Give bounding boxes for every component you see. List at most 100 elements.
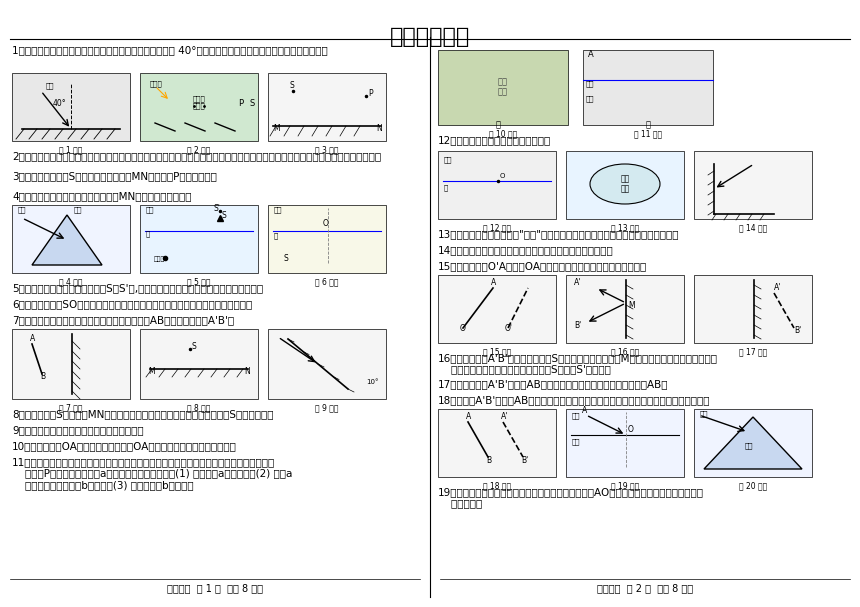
- Text: 15．如图所示，O'A是物体OA在平面镜中的像，画出平面镜的位置。: 15．如图所示，O'A是物体OA在平面镜中的像，画出平面镜的位置。: [438, 261, 648, 271]
- FancyBboxPatch shape: [566, 151, 684, 219]
- Text: B: B: [40, 372, 45, 381]
- Text: B': B': [794, 326, 802, 335]
- Text: 甲: 甲: [495, 120, 501, 129]
- Text: 空气: 空气: [146, 206, 155, 212]
- Text: 5．潜水员在水下看到岸边的小鸟S在S'处,请作出潜水者在水下看到水上小鸟的光路图。: 5．潜水员在水下看到岸边的小鸟S在S'处,请作出潜水者在水下看到水上小鸟的光路图…: [12, 283, 263, 293]
- Text: O: O: [628, 425, 634, 434]
- Text: 第 7 题图: 第 7 题图: [59, 403, 83, 412]
- Text: 空气: 空气: [586, 80, 594, 87]
- Text: S: S: [250, 99, 255, 108]
- FancyBboxPatch shape: [12, 205, 130, 273]
- FancyBboxPatch shape: [438, 151, 556, 219]
- Text: 第 9 题图: 第 9 题图: [316, 403, 339, 412]
- Text: 第 10 题图: 第 10 题图: [488, 129, 517, 138]
- Text: 12．在图中画出射射光线的大致位置。: 12．在图中画出射射光线的大致位置。: [438, 135, 551, 145]
- Text: 第 2 题图: 第 2 题图: [187, 145, 211, 154]
- Text: 第 13 题图: 第 13 题图: [611, 223, 639, 232]
- Text: 玻璃: 玻璃: [745, 442, 753, 449]
- Text: 9．请在图中完成射光光路图，并标出反射角。: 9．请在图中完成射光光路图，并标出反射角。: [12, 425, 144, 435]
- Text: A': A': [501, 412, 508, 421]
- Text: 19．如图所示，光从空气斜射入玻璃中，画出入射光线AO对应的折射光线和在玻璃中的大致
    折射光线。: 19．如图所示，光从空气斜射入玻璃中，画出入射光线AO对应的折射光线和在玻璃中的…: [438, 487, 704, 509]
- Text: 水: 水: [146, 230, 150, 237]
- Text: A: A: [491, 278, 496, 287]
- Text: 太阳能
热电站: 太阳能 热电站: [193, 95, 206, 109]
- Text: 空气: 空气: [572, 412, 580, 419]
- FancyBboxPatch shape: [583, 50, 713, 125]
- Text: 第 12 题图: 第 12 题图: [483, 223, 511, 232]
- Text: 水碗
筷子: 水碗 筷子: [620, 174, 630, 194]
- Text: M: M: [273, 124, 280, 133]
- Text: 第 16 题图: 第 16 题图: [611, 347, 639, 356]
- Text: S': S': [214, 204, 221, 213]
- Text: 第 5 题图: 第 5 题图: [187, 277, 211, 286]
- Text: O: O: [460, 324, 466, 333]
- Text: 空气: 空气: [18, 206, 27, 212]
- Text: 潜水者: 潜水者: [154, 256, 165, 262]
- FancyBboxPatch shape: [438, 50, 568, 125]
- Text: M: M: [148, 367, 155, 376]
- Text: 第 11 题图: 第 11 题图: [634, 129, 662, 138]
- Text: M: M: [628, 301, 635, 310]
- FancyBboxPatch shape: [140, 329, 258, 399]
- Text: N: N: [376, 124, 382, 133]
- Text: 光学作图专题: 光学作图专题: [390, 27, 470, 47]
- Text: 水: 水: [444, 184, 448, 191]
- Polygon shape: [32, 215, 102, 265]
- Text: 空气: 空气: [274, 206, 282, 212]
- Text: 吸热塔: 吸热塔: [150, 80, 163, 87]
- Text: 第 6 题图: 第 6 题图: [316, 277, 339, 286]
- Text: 第 3 题图: 第 3 题图: [316, 145, 339, 154]
- FancyBboxPatch shape: [694, 151, 812, 219]
- Text: 水面: 水面: [586, 95, 594, 101]
- FancyBboxPatch shape: [12, 329, 130, 399]
- Text: A: A: [466, 412, 471, 421]
- Text: 6．如图，一束光SO从水中射向空气，请画出它的折射光线和反射光线的大致方向。: 6．如图，一束光SO从水中射向空气，请画出它的折射光线和反射光线的大致方向。: [12, 299, 252, 309]
- Text: B': B': [521, 456, 528, 465]
- Text: O': O': [505, 324, 513, 333]
- FancyBboxPatch shape: [268, 205, 386, 273]
- Text: P: P: [238, 99, 243, 108]
- Text: 光学作图  第 1 页  （共 8 页）: 光学作图 第 1 页 （共 8 页）: [167, 583, 263, 593]
- Text: S: S: [290, 81, 295, 90]
- Text: 光线: 光线: [46, 83, 54, 89]
- Text: 乙: 乙: [646, 120, 650, 129]
- Text: 第 14 题图: 第 14 题图: [739, 223, 767, 232]
- Text: B': B': [574, 321, 581, 330]
- Text: 3．如图，画出光源S发出的光线经平面镜MN反射后过P点的光路图。: 3．如图，画出光源S发出的光线经平面镜MN反射后过P点的光路图。: [12, 171, 217, 181]
- Text: 13．如图，水中的筷子发生"弯折"，请在图乙中画出看到这一现象对应的折射光线。: 13．如图，水中的筷子发生"弯折"，请在图乙中画出看到这一现象对应的折射光线。: [438, 229, 679, 239]
- Text: 8．如图所示，S是平面镜MN上方的一发光点，试画出他在平面镜中观察到S的像的范围。: 8．如图所示，S是平面镜MN上方的一发光点，试画出他在平面镜中观察到S的像的范围…: [12, 409, 273, 419]
- Text: 4．如图，请作出入射光线在玻璃棱面MN上大致的折射光线。: 4．如图，请作出入射光线在玻璃棱面MN上大致的折射光线。: [12, 191, 192, 201]
- Text: 7．如图所示，根据平面镜成像的特点，画出物体AB在平面镜中的像A'B'。: 7．如图所示，根据平面镜成像的特点，画出物体AB在平面镜中的像A'B'。: [12, 315, 234, 325]
- Text: 玻璃: 玻璃: [572, 438, 580, 444]
- Text: 第 4 题图: 第 4 题图: [59, 277, 83, 286]
- Text: S: S: [283, 254, 288, 263]
- Text: 第 15 题图: 第 15 题图: [482, 347, 511, 356]
- Text: S: S: [222, 211, 227, 220]
- Text: O: O: [500, 173, 506, 179]
- Text: B: B: [486, 456, 491, 465]
- FancyBboxPatch shape: [694, 409, 812, 477]
- Text: 2．如图，我国教程的塔式光热电站通过将大阳光反射后汇聚到吸热塔，其中某束光的传播路径如图所示，在图中画出平面镜的位置。: 2．如图，我国教程的塔式光热电站通过将大阳光反射后汇聚到吸热塔，其中某束光的传播…: [12, 151, 381, 161]
- Text: 16．如图所示，A'B'是镜前一点光源S发出的光线经平面镜面M反射后的两条反射光线，请根据
    平面镜成像的特点在图中标出点光源S和像点S'的位置。: 16．如图所示，A'B'是镜前一点光源S发出的光线经平面镜面M反射后的两条反射光…: [438, 353, 718, 375]
- Text: 第 20 题图: 第 20 题图: [739, 481, 767, 490]
- Text: A': A': [574, 278, 581, 287]
- FancyBboxPatch shape: [12, 73, 130, 141]
- FancyBboxPatch shape: [438, 409, 556, 477]
- Ellipse shape: [590, 164, 660, 204]
- Text: S: S: [192, 342, 197, 351]
- FancyBboxPatch shape: [694, 275, 812, 343]
- FancyBboxPatch shape: [140, 73, 258, 141]
- FancyBboxPatch shape: [140, 205, 258, 273]
- Text: 14．画出经平面镜组（两镜面互相垂直）反射后的反射光线。: 14．画出经平面镜组（两镜面互相垂直）反射后的反射光线。: [438, 245, 614, 255]
- Text: 40°: 40°: [53, 99, 66, 108]
- FancyBboxPatch shape: [268, 329, 386, 399]
- Text: 10°: 10°: [366, 379, 378, 385]
- Text: 光学作图  第 2 页  （共 8 页）: 光学作图 第 2 页 （共 8 页）: [597, 583, 693, 593]
- Text: 18．如图，A'B'是物体AB在平面镜中所成的像，根据平面镜成像的特点在图中画出平面镜。: 18．如图，A'B'是物体AB在平面镜中所成的像，根据平面镜成像的特点在图中画出…: [438, 395, 710, 405]
- Text: A': A': [774, 283, 782, 292]
- Text: 第 18 题图: 第 18 题图: [483, 481, 511, 490]
- Text: A: A: [588, 50, 593, 59]
- FancyBboxPatch shape: [566, 409, 684, 477]
- Text: 10．如图所示，OA为反射光线，请作出OA的入射光线和大致的折射光线。: 10．如图所示，OA为反射光线，请作出OA的入射光线和大致的折射光线。: [12, 441, 236, 451]
- Text: 湖景
照片: 湖景 照片: [498, 77, 508, 97]
